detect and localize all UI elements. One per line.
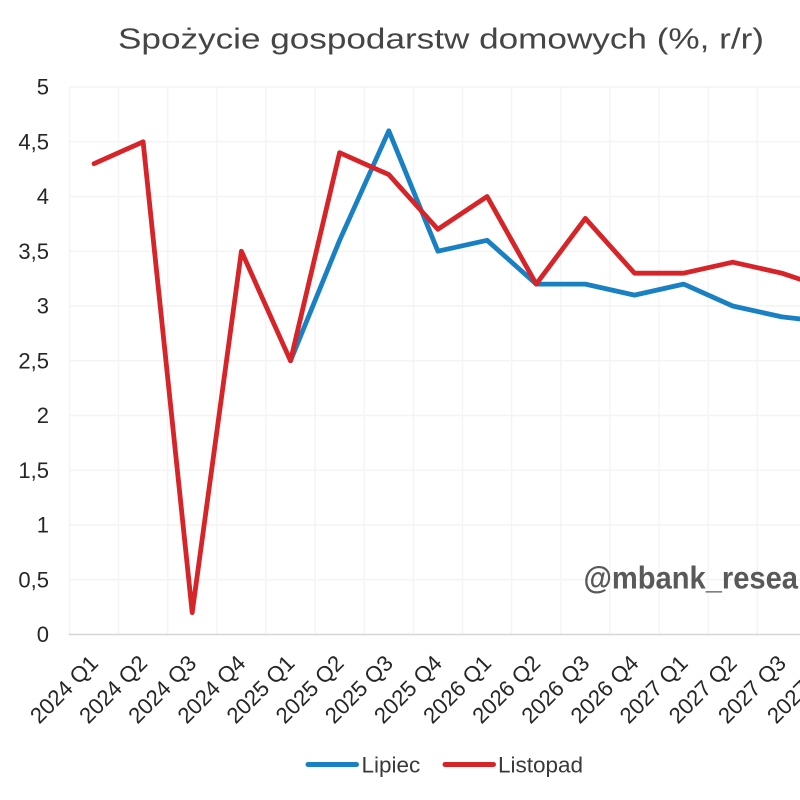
svg-text:Spożycie gospodarstw domowych: Spożycie gospodarstw domowych (%, r/r) <box>118 24 764 56</box>
svg-text:4,5: 4,5 <box>18 130 49 155</box>
svg-text:0,5: 0,5 <box>18 568 49 593</box>
svg-text:3,5: 3,5 <box>18 239 49 264</box>
svg-text:4: 4 <box>37 184 49 209</box>
svg-text:3: 3 <box>37 294 49 319</box>
svg-text:1,5: 1,5 <box>18 458 49 483</box>
svg-text:@mbank_resea: @mbank_resea <box>584 560 799 596</box>
svg-text:Lipiec: Lipiec <box>362 753 421 778</box>
svg-text:1: 1 <box>37 513 49 538</box>
svg-text:2: 2 <box>37 403 49 428</box>
svg-text:Listopad: Listopad <box>498 753 583 778</box>
svg-text:0: 0 <box>37 622 49 647</box>
svg-text:5: 5 <box>37 75 49 100</box>
svg-text:2,5: 2,5 <box>18 349 49 374</box>
